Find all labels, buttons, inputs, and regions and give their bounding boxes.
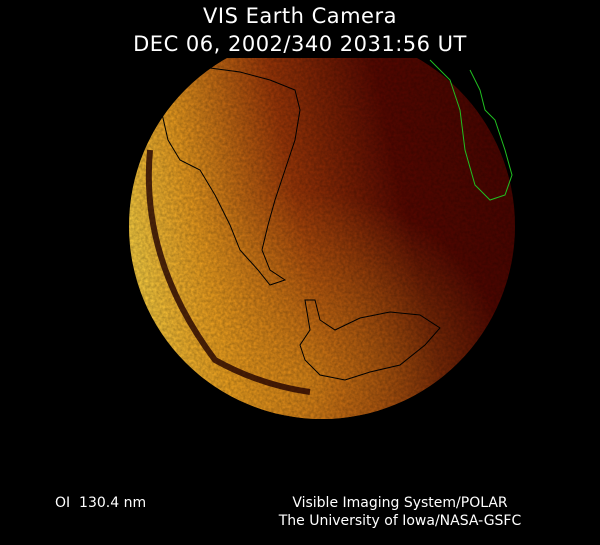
instrument-label: Visible Imaging System/POLAR [292,495,508,511]
coastline-south-america [159,67,301,286]
credit-label: Visible Imaging System/POLAR The Univers… [250,494,550,530]
earth-disk [129,58,515,419]
institution-label: The University of Iowa/NASA-GSFC [278,513,522,529]
coastline-antarctica [299,299,441,381]
coastline-africa [429,59,513,201]
image-title: VIS Earth Camera [203,4,397,28]
wavelength-label: OI 130.4 nm [55,495,147,511]
image-timestamp: DEC 06, 2002/340 2031:56 UT [133,32,467,56]
limb-dark-band [145,149,311,395]
